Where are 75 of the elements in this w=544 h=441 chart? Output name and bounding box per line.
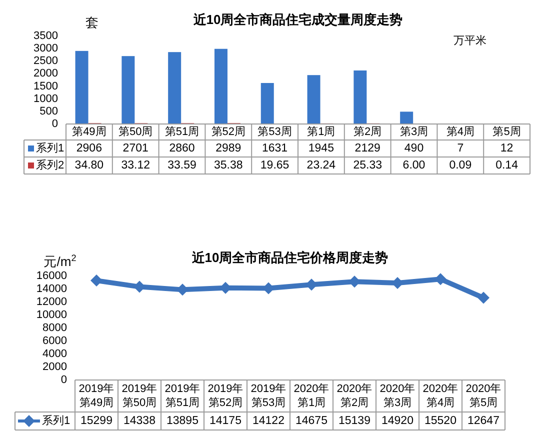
data-label: 35.38 [214,160,243,172]
x-tick-label: 2019年第49周 [78,383,114,409]
x-tick-label: 2019年第50周 [122,383,158,409]
data-label: 6.00 [402,160,426,172]
y-tick-label: 12000 [36,296,67,308]
data-label: 14122 [252,415,284,427]
data-label: 33.12 [121,160,150,172]
data-label: 0.09 [449,160,472,172]
x-tick-label: 第50周 [118,126,153,138]
y-tick-label: 0 [52,118,58,130]
y-tick-label: 0 [60,374,67,386]
data-label: 7 [457,142,464,154]
data-label: 12 [500,142,514,154]
data-label: 14920 [382,415,414,427]
y-tick-label: 8000 [42,322,67,334]
x-tick-label: 2019年第51周 [164,383,200,409]
chart-title: 近10周全市商品住宅价格周度走势 [190,250,388,265]
y-tick-label: 1500 [34,80,58,92]
x-tick-label: 2020年第4周 [422,383,458,409]
y-tick-label: 2000 [42,361,67,373]
legend-label: 系列1 [42,414,70,427]
x-tick-label: 第2周 [354,126,382,138]
data-label: 2860 [169,142,195,154]
y-tick-label: 6000 [42,335,67,347]
data-label: 14338 [124,415,156,427]
x-tick-label: 第4周 [446,126,474,138]
data-label: 1945 [308,142,334,154]
data-label: 13895 [166,415,198,427]
data-label: 2989 [216,142,242,154]
x-tick-label: 2019年第53周 [250,383,286,409]
x-tick-label: 第51周 [164,126,200,138]
data-label: 14675 [296,415,328,427]
x-tick-label: 2019年第52周 [208,383,244,409]
x-tick-label: 2020年第2周 [336,383,372,409]
data-label: 0.14 [496,160,519,172]
y-tick-label: 3500 [34,30,58,42]
x-tick-label: 2020年第5周 [466,383,502,409]
y2-axis-title: 万平米 [454,34,486,47]
data-label: 33.59 [168,160,196,172]
data-label: 14175 [210,415,242,427]
y-tick-label: 500 [40,105,58,118]
data-label: 19.65 [260,160,290,172]
y-axis-title: 元/m$^{2}$ [44,253,76,269]
y-tick-label: 10000 [36,309,67,321]
data-label: 25.33 [353,160,382,172]
y-tick-label: 4000 [42,348,67,360]
x-tick-label: 2020年第1周 [294,383,330,409]
chart-title: 近10周全市商品住宅成交量周度走势 [192,12,403,27]
data-label: 1631 [262,142,288,154]
x-tick-label: 第49周 [72,126,106,138]
data-label: 2906 [76,142,102,154]
y-tick-label: 16000 [36,270,67,282]
x-tick-label: 第3周 [400,126,428,138]
x-tick-label: 2020年第3周 [380,383,416,409]
y-tick-label: 2500 [34,55,58,68]
y-tick-label: 14000 [36,283,67,295]
y-tick-label: 1000 [34,92,58,105]
y-tick-label: 2000 [34,68,58,80]
x-tick-label: 第5周 [492,126,521,138]
data-label: 15520 [424,415,456,427]
y-tick-label: 3000 [34,42,58,55]
y-axis-title: 套 [86,15,98,30]
x-tick-label: 第1周 [307,126,336,138]
data-label: 15139 [338,415,370,427]
data-label: 23.24 [306,160,336,172]
legend-label: 系列1 [36,142,64,154]
data-label: 12647 [468,415,500,427]
data-label: 15299 [80,415,112,427]
data-label: 2129 [354,142,380,154]
data-label: 2701 [122,142,148,154]
data-label: 490 [404,142,424,154]
x-tick-label: 第53周 [258,126,292,138]
data-label: 34.80 [74,160,104,172]
legend-label: 系列2 [36,158,64,172]
x-tick-label: 第52周 [211,126,246,138]
